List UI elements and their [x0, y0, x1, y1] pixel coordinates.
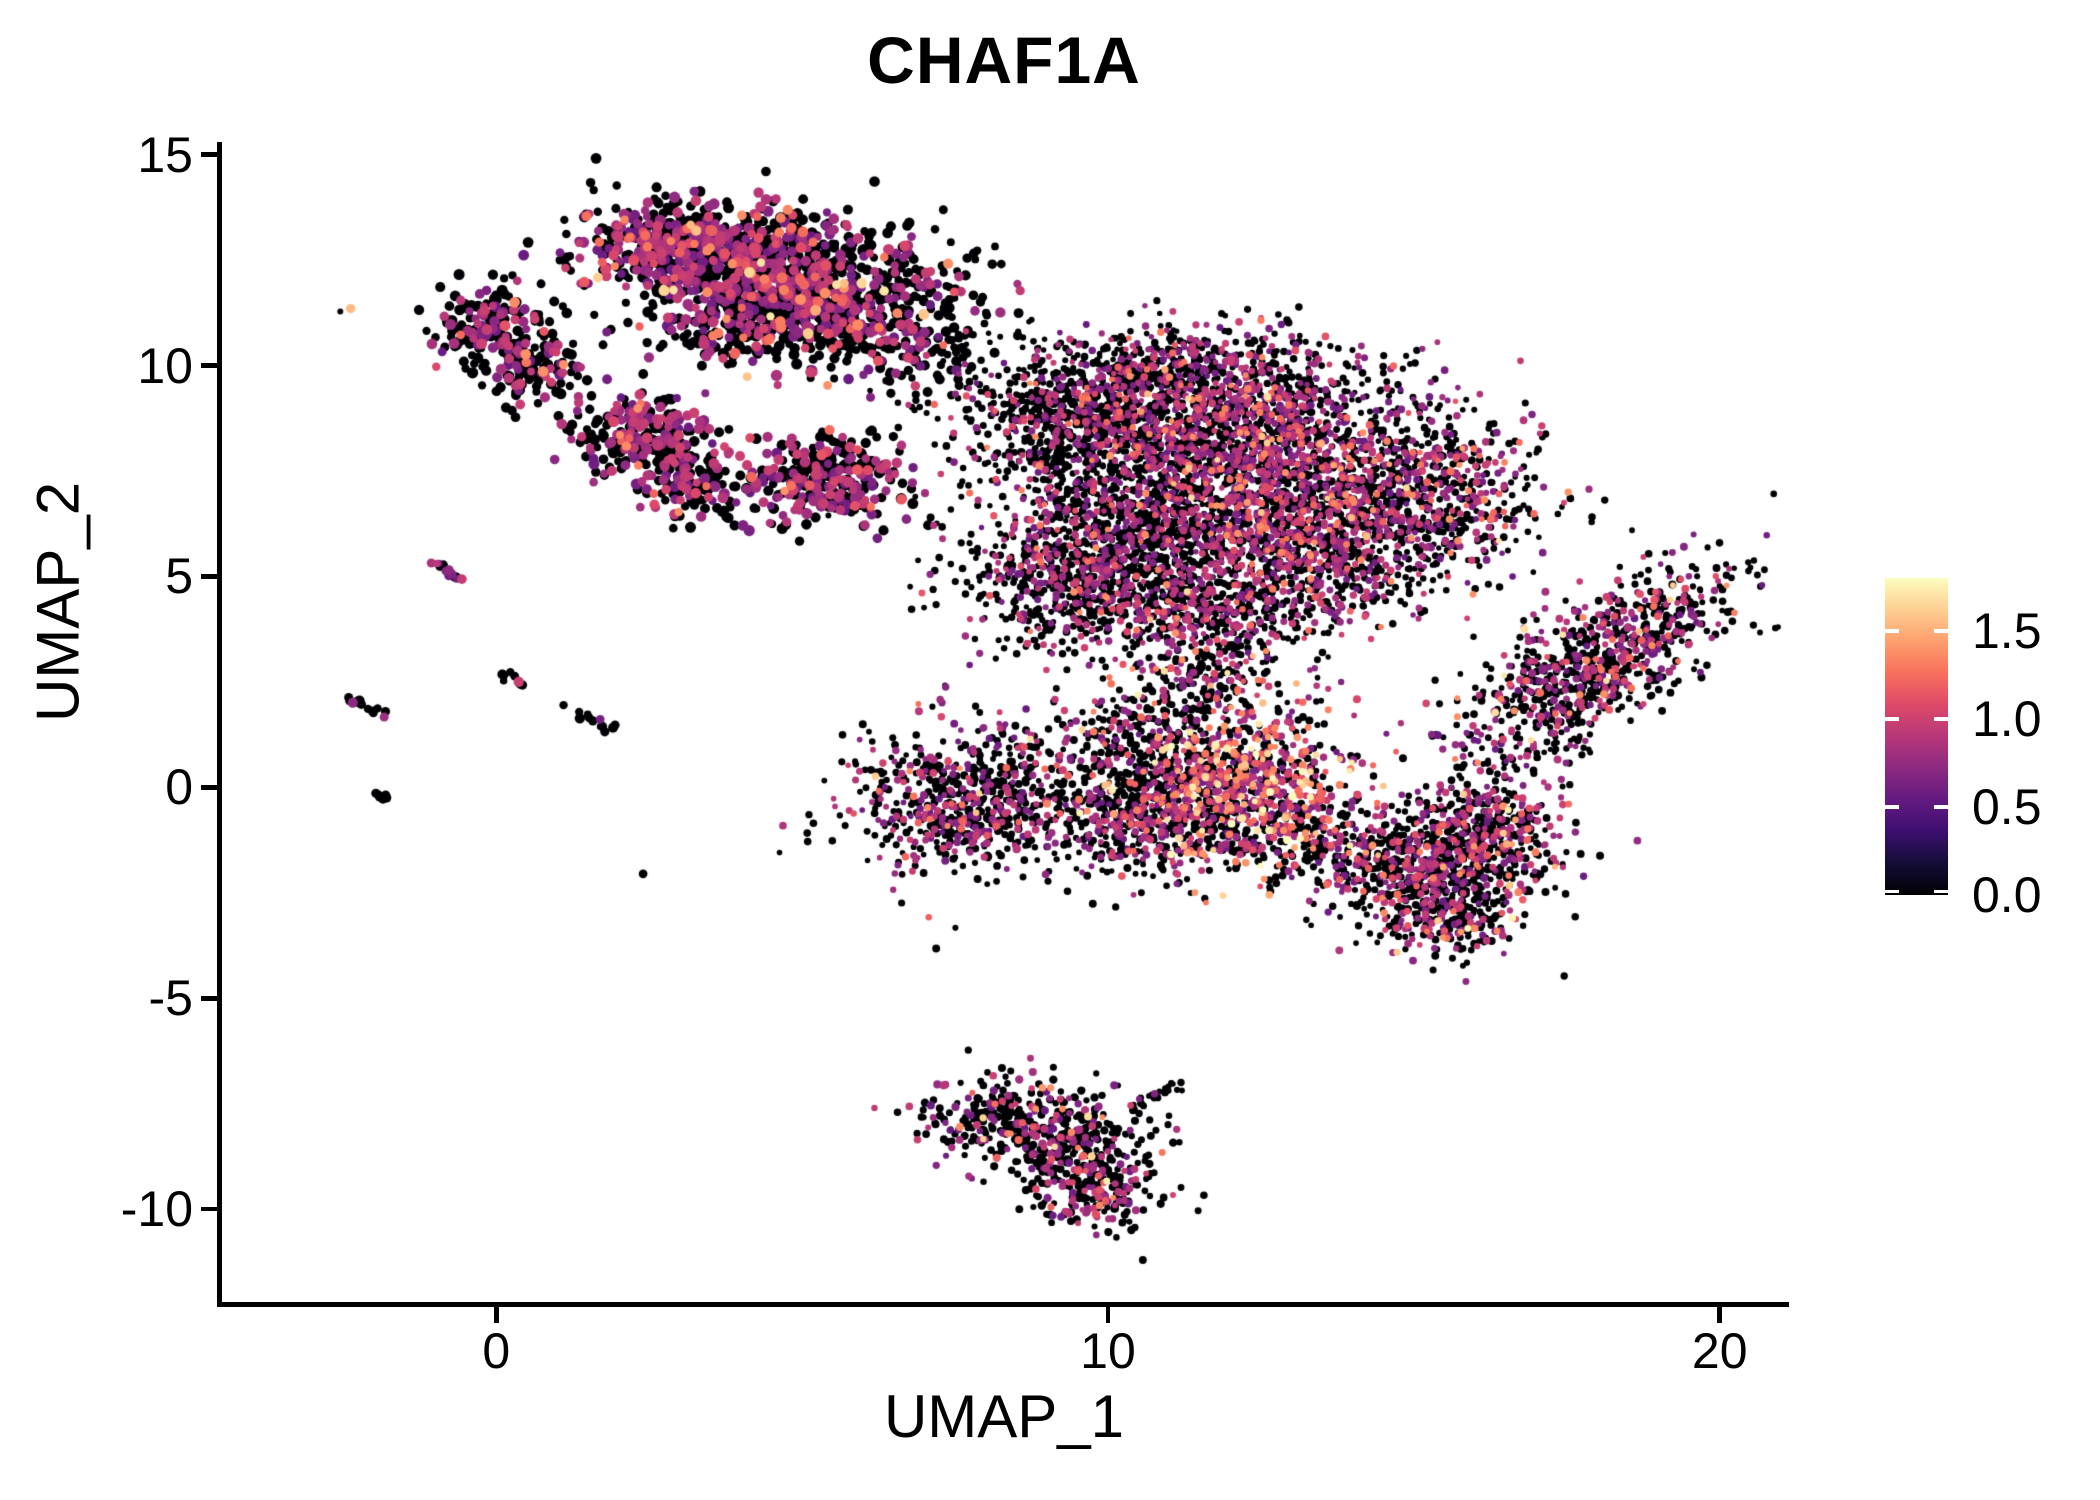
legend-tick-label: 1.5: [1972, 602, 2042, 659]
colorbar-tick-mark: [1885, 805, 1899, 809]
x-tick-mark: [494, 1306, 499, 1323]
y-tick-label: 0: [165, 759, 193, 816]
y-tick-label: -5: [148, 970, 193, 1027]
x-tick-label: 20: [1691, 1323, 1748, 1379]
colorbar-tick-mark: [1885, 717, 1899, 721]
colorbar-gradient: [1885, 578, 1948, 895]
y-tick-mark: [201, 363, 217, 368]
y-axis-line: [217, 142, 222, 1307]
y-tick-label: 10: [137, 337, 193, 394]
y-tick-mark: [201, 1206, 217, 1212]
x-axis-title: UMAP_1: [883, 1383, 1125, 1450]
y-tick-mark: [201, 785, 217, 790]
y-tick-label: 15: [137, 126, 193, 183]
y-tick-label: 5: [165, 548, 193, 605]
legend-tick-label: 0.0: [1972, 867, 2042, 923]
y-tick-mark: [201, 996, 217, 1001]
colorbar-tick-mark: [1885, 629, 1899, 633]
x-tick-label: 0: [482, 1323, 511, 1379]
legend-tick-label: 1.0: [1972, 690, 2042, 747]
colorbar-tick-mark: [1934, 889, 1948, 894]
legend-tick-label: 0.5: [1972, 778, 2042, 835]
x-axis-line: [217, 1302, 1789, 1307]
colorbar-tick-mark: [1934, 717, 1948, 721]
y-tick-label: -10: [120, 1181, 193, 1238]
y-tick-mark: [201, 152, 217, 157]
colorbar-tick-mark: [1885, 889, 1899, 894]
colorbar-tick-mark: [1934, 805, 1948, 809]
x-tick-label: 10: [1080, 1323, 1136, 1379]
colorbar-tick-mark: [1934, 629, 1948, 633]
x-tick-mark: [1105, 1306, 1111, 1323]
x-tick-mark: [1717, 1306, 1722, 1323]
y-tick-mark: [201, 574, 217, 579]
